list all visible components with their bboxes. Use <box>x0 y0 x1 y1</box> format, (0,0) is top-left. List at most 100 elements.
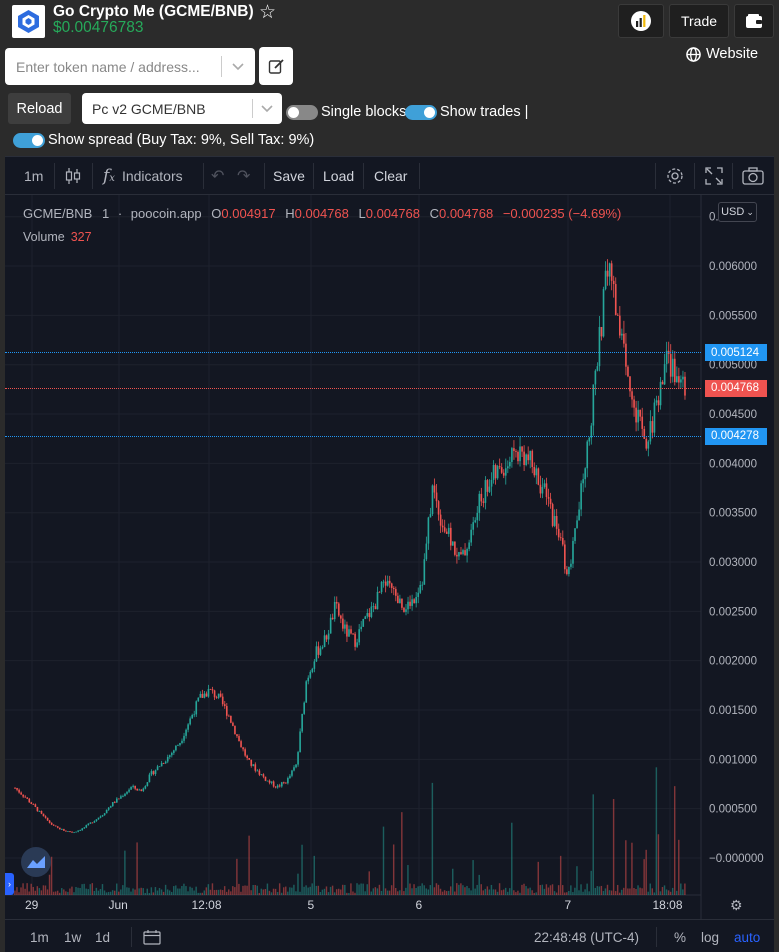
candle <box>684 376 686 396</box>
load-button[interactable]: Load <box>323 168 355 184</box>
single-blocks-toggle[interactable] <box>286 105 318 120</box>
volume-bar <box>152 892 155 895</box>
volume-bar <box>633 888 635 895</box>
sidebar-toggle-icon[interactable]: › <box>5 873 14 895</box>
pair-select-value: Pc v2 GCME/BNB <box>92 100 206 117</box>
candle-style-button[interactable] <box>65 157 81 195</box>
y-tick-label: −0.000000 <box>709 853 764 865</box>
pair-select[interactable]: Pc v2 GCME/BNB <box>82 93 282 124</box>
interval-button[interactable]: 1m <box>24 168 44 184</box>
candle <box>156 766 159 771</box>
legend-open-label: O <box>211 206 222 221</box>
candle <box>547 496 550 499</box>
chart-clock[interactable]: 22:48:48 (UTC-4) <box>534 929 640 945</box>
candle <box>168 755 171 757</box>
volume-bar <box>342 884 344 895</box>
volume-bar <box>466 885 468 895</box>
candle <box>425 543 428 560</box>
volume-bar <box>171 891 173 895</box>
candle <box>209 688 212 690</box>
volume-bar <box>109 891 112 895</box>
volume-bar <box>678 839 680 895</box>
edit-button[interactable] <box>259 47 293 85</box>
candle <box>543 483 546 487</box>
chart-view-button[interactable] <box>618 4 664 38</box>
candle <box>576 520 578 529</box>
volume-bar <box>452 868 454 895</box>
indicators-button[interactable]: fx Indicators <box>103 157 183 195</box>
volume-bar <box>111 890 114 895</box>
percent-scale-button[interactable]: % <box>674 929 687 945</box>
website-label: Website <box>706 46 759 62</box>
candle <box>95 819 98 822</box>
chart-widget[interactable]: 1m fx Indicators ↶ ↷ Save Load Clear <box>5 156 774 952</box>
range-1m-button[interactable]: 1m <box>30 929 49 945</box>
candle <box>126 791 128 794</box>
candle <box>266 780 269 782</box>
candle <box>374 606 377 610</box>
show-spread-toggle[interactable] <box>13 133 45 148</box>
candle <box>325 635 328 640</box>
range-1w-button[interactable]: 1w <box>64 929 82 945</box>
tradingview-logo-icon[interactable] <box>21 847 51 877</box>
currency-select[interactable]: USD ⌄ <box>718 202 757 222</box>
wallet-button[interactable] <box>734 4 774 38</box>
range-1d-button[interactable]: 1d <box>95 929 111 945</box>
settings-gear-icon[interactable] <box>665 157 685 195</box>
volume-bar <box>289 887 291 895</box>
volume-bar <box>346 892 348 895</box>
volume-bar <box>604 888 607 895</box>
chevron-down-icon[interactable] <box>229 57 247 75</box>
y-tick-label: 0.006000 <box>709 261 757 273</box>
volume-bar <box>643 859 645 895</box>
candle <box>386 580 389 586</box>
volume-bar <box>572 892 574 895</box>
save-button[interactable]: Save <box>273 168 305 184</box>
candle <box>456 554 458 557</box>
volume-bar <box>462 885 464 895</box>
volume-bar <box>79 888 81 895</box>
token-search-input[interactable] <box>16 58 211 75</box>
volume-bar <box>578 890 580 895</box>
candle <box>380 582 383 593</box>
volume-bar <box>179 888 181 895</box>
candle <box>392 587 395 590</box>
redo-icon[interactable]: ↷ <box>237 168 251 185</box>
candle <box>488 486 491 492</box>
auto-scale-button[interactable]: auto <box>734 929 761 945</box>
volume-bar <box>48 874 51 895</box>
candle <box>303 702 305 714</box>
volume-bar <box>223 886 226 895</box>
website-link[interactable]: Website <box>686 46 758 62</box>
reload-button[interactable]: Reload <box>8 93 71 124</box>
trade-button[interactable]: Trade <box>669 4 729 38</box>
goto-date-icon[interactable] <box>143 920 161 952</box>
volume-bar <box>517 890 519 895</box>
fullscreen-icon[interactable] <box>705 157 723 195</box>
candles-icon <box>65 168 81 184</box>
clear-button[interactable]: Clear <box>374 168 408 184</box>
candle <box>317 646 320 655</box>
log-scale-button[interactable]: log <box>701 929 720 945</box>
candle <box>602 289 605 337</box>
volume-bar <box>370 891 372 895</box>
volume-bar <box>564 892 566 895</box>
token-search[interactable] <box>5 48 255 85</box>
camera-icon[interactable] <box>742 157 764 195</box>
volume-bar <box>543 888 546 895</box>
x-tick-label: 18:08 <box>652 898 683 912</box>
axis-settings-gear-icon[interactable]: ⚙ <box>730 897 743 913</box>
show-trades-toggle[interactable] <box>405 105 437 120</box>
candle <box>244 749 246 756</box>
volume-bar <box>472 860 474 895</box>
price-chart[interactable]: 0.0065000.0060000.0055000.0050000.004500… <box>5 195 774 919</box>
x-tick-label: 29 <box>25 898 39 912</box>
candle <box>566 569 568 575</box>
volume-bar <box>627 888 629 895</box>
favorite-star-icon[interactable]: ☆ <box>259 2 277 23</box>
undo-icon[interactable]: ↶ <box>211 168 225 185</box>
volume-bars <box>14 767 686 895</box>
candle <box>478 493 481 513</box>
candle <box>150 771 153 775</box>
candle <box>293 767 295 771</box>
